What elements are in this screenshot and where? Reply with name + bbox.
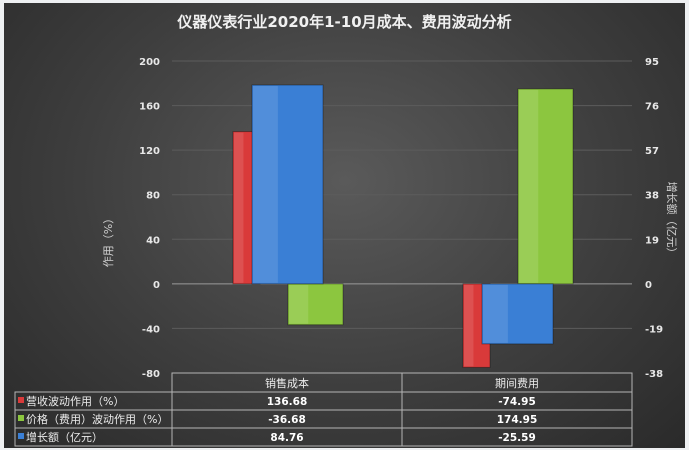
y2-tick-label: -19 (645, 324, 663, 335)
bar-highlight (519, 89, 539, 283)
bar-group-2 (481, 283, 554, 345)
bar (251, 84, 324, 285)
chart: 仪器仪表行业2020年1-10月成本、费用波动分析 -80 -40 0 40 80 120 1… (14, 13, 679, 447)
legend-key (18, 415, 24, 421)
bar (481, 283, 554, 345)
y2-tick-label: 38 (645, 191, 659, 202)
y2-tick-label: 19 (645, 235, 659, 246)
y2-tick-label: 76 (645, 102, 659, 113)
bar-highlight (253, 86, 278, 283)
data-value: -36.68 (268, 414, 306, 426)
y2-tick-label: 57 (645, 146, 659, 157)
y-tick-label: -80 (142, 369, 160, 380)
bar (287, 283, 344, 326)
data-value: 84.76 (270, 432, 303, 444)
data-value: 174.95 (497, 414, 538, 426)
y-tick-label: 120 (139, 146, 160, 157)
y-tick-label: 80 (146, 191, 160, 202)
y2-tick-label: 0 (645, 280, 652, 291)
chart-frame: 仪器仪表行业2020年1-10月成本、费用波动分析 -80 -40 0 40 80 120 1… (4, 3, 685, 448)
bar-highlight (289, 284, 309, 324)
bar-highlight (483, 284, 508, 343)
bar-group-1 (517, 88, 574, 285)
legend-label: 价格（费用）波动作用（%） (26, 412, 168, 426)
data-value: -74.95 (498, 396, 536, 408)
bar-highlight (234, 132, 244, 283)
y-tick-label: 200 (139, 57, 160, 68)
y2-axis-label: 增长额（亿元） (665, 182, 679, 259)
y-tick-label: 0 (153, 280, 160, 291)
legend-label: 营收波动作用（%） (26, 394, 124, 408)
y2-tick-label: -38 (645, 369, 663, 380)
legend-label: 增长额（亿元） (26, 430, 103, 444)
legend-key (18, 433, 24, 439)
category-label: 期间费用 (495, 377, 539, 390)
y-axis-label: 作用（%） (102, 213, 115, 267)
chart-title: 仪器仪表行业2020年1-10月成本、费用波动分析 (176, 13, 511, 31)
bar-group-2 (251, 84, 324, 285)
y-tick-label: 40 (146, 235, 160, 246)
bar-group-1 (287, 283, 344, 326)
data-value: 136.68 (267, 396, 308, 408)
legend-key (18, 397, 24, 403)
bar (517, 88, 574, 285)
y-tick-label: -40 (142, 324, 160, 335)
data-value: -25.59 (498, 432, 536, 444)
y2-tick-label: 95 (645, 57, 659, 68)
y-tick-label: 160 (139, 102, 160, 113)
table-body (14, 391, 633, 447)
bar-highlight (464, 284, 474, 367)
category-label: 销售成本 (265, 376, 309, 390)
